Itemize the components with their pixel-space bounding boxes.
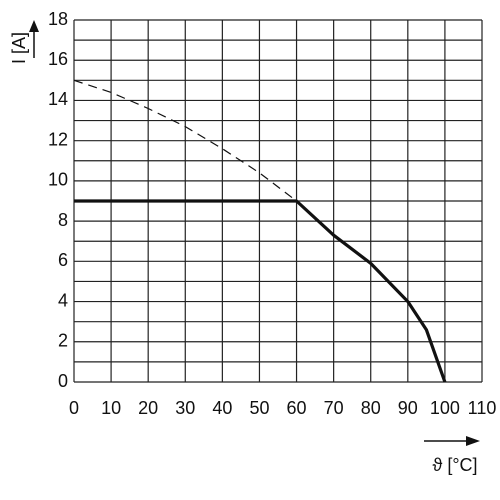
x-tick-label: 100 xyxy=(430,398,460,418)
x-tick-label: 0 xyxy=(69,398,79,418)
y-tick-label: 14 xyxy=(48,89,68,109)
y-arrow-head xyxy=(29,20,39,32)
y-tick-label: 12 xyxy=(48,129,68,149)
series-line xyxy=(73,79,297,202)
x-tick-label: 80 xyxy=(361,398,381,418)
y-tick-label: 16 xyxy=(48,49,68,69)
x-tick-label: 110 xyxy=(468,398,497,418)
x-tick-label: 40 xyxy=(212,398,232,418)
y-tick-label: 18 xyxy=(48,9,68,29)
x-tick-label: 20 xyxy=(138,398,158,418)
x-tick-label: 30 xyxy=(175,398,195,418)
y-tick-label: 10 xyxy=(48,170,68,190)
y-tick-label: 2 xyxy=(58,331,68,351)
y-tick-label: 0 xyxy=(58,371,68,391)
x-tick-label: 70 xyxy=(324,398,344,418)
x-axis-label: ϑ [°C] xyxy=(432,455,477,475)
y-tick-label: 4 xyxy=(58,290,68,310)
x-tick-label: 50 xyxy=(249,398,269,418)
x-arrow-head xyxy=(466,436,480,446)
series-line xyxy=(74,199,447,383)
x-tick-label: 10 xyxy=(101,398,121,418)
x-tick-label: 90 xyxy=(398,398,418,418)
y-axis-label: I [A] xyxy=(9,32,29,64)
x-tick-label: 60 xyxy=(287,398,307,418)
y-tick-label: 8 xyxy=(58,210,68,230)
y-tick-label: 6 xyxy=(58,250,68,270)
